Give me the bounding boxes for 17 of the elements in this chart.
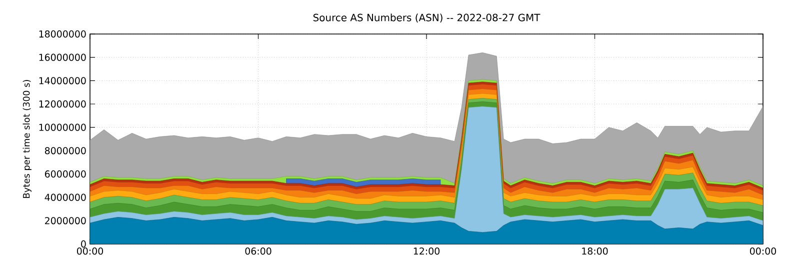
y-tick-label: 6000000 [44,170,86,178]
y-tick-label: 8000000 [44,147,86,154]
y-tick-label: 14000000 [39,77,86,84]
y-tick-label: 2000000 [45,217,86,224]
chart-title: Source AS Numbers (ASN) -- 2022-08-27 GMT [313,14,540,22]
x-tick-label: 00:00 [76,248,103,255]
y-tick-label: 10000000 [39,124,86,131]
y-tick-label: 12000000 [39,100,86,108]
x-tick-label: 18:00 [582,248,608,255]
y-tick-label: 16000000 [39,54,86,61]
x-tick-label: 12:00 [414,248,440,255]
y-tick-label: 0 [81,240,86,248]
x-tick-label: 06:00 [245,248,272,255]
y-tick-label: 18000000 [39,30,86,38]
y-tick-label: 4000000 [44,194,86,201]
y-axis-title: Bytes per time slot (300 s) [22,80,32,198]
x-tick-label: 00:00 [750,248,776,255]
